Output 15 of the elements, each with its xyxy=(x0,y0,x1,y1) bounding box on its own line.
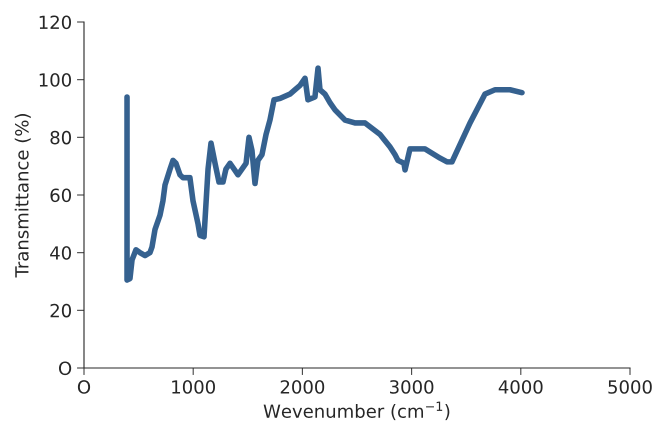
y-tick-label: 100 xyxy=(40,73,71,87)
x-tick-label: 5000 xyxy=(608,380,652,394)
x-axis-title: Wevenumber (cm$^{−1}$) xyxy=(264,402,450,420)
x-tick-label: O xyxy=(78,380,90,394)
y-tick-label: 120 xyxy=(40,15,71,30)
x-tick-label: 3000 xyxy=(390,380,434,394)
x-tick-label: 1000 xyxy=(172,380,215,394)
y-tick-label: O xyxy=(58,361,72,376)
y-tick-label: 80 xyxy=(50,130,71,144)
y-axis-title: Transmittance (%) xyxy=(14,114,31,278)
y-tick-label: 60 xyxy=(50,188,71,202)
x-tick-label: 4000 xyxy=(498,380,543,394)
y-tick-label: 20 xyxy=(50,304,71,318)
y-tick-label: 40 xyxy=(50,246,71,260)
x-tick-label: 2000 xyxy=(280,380,324,394)
